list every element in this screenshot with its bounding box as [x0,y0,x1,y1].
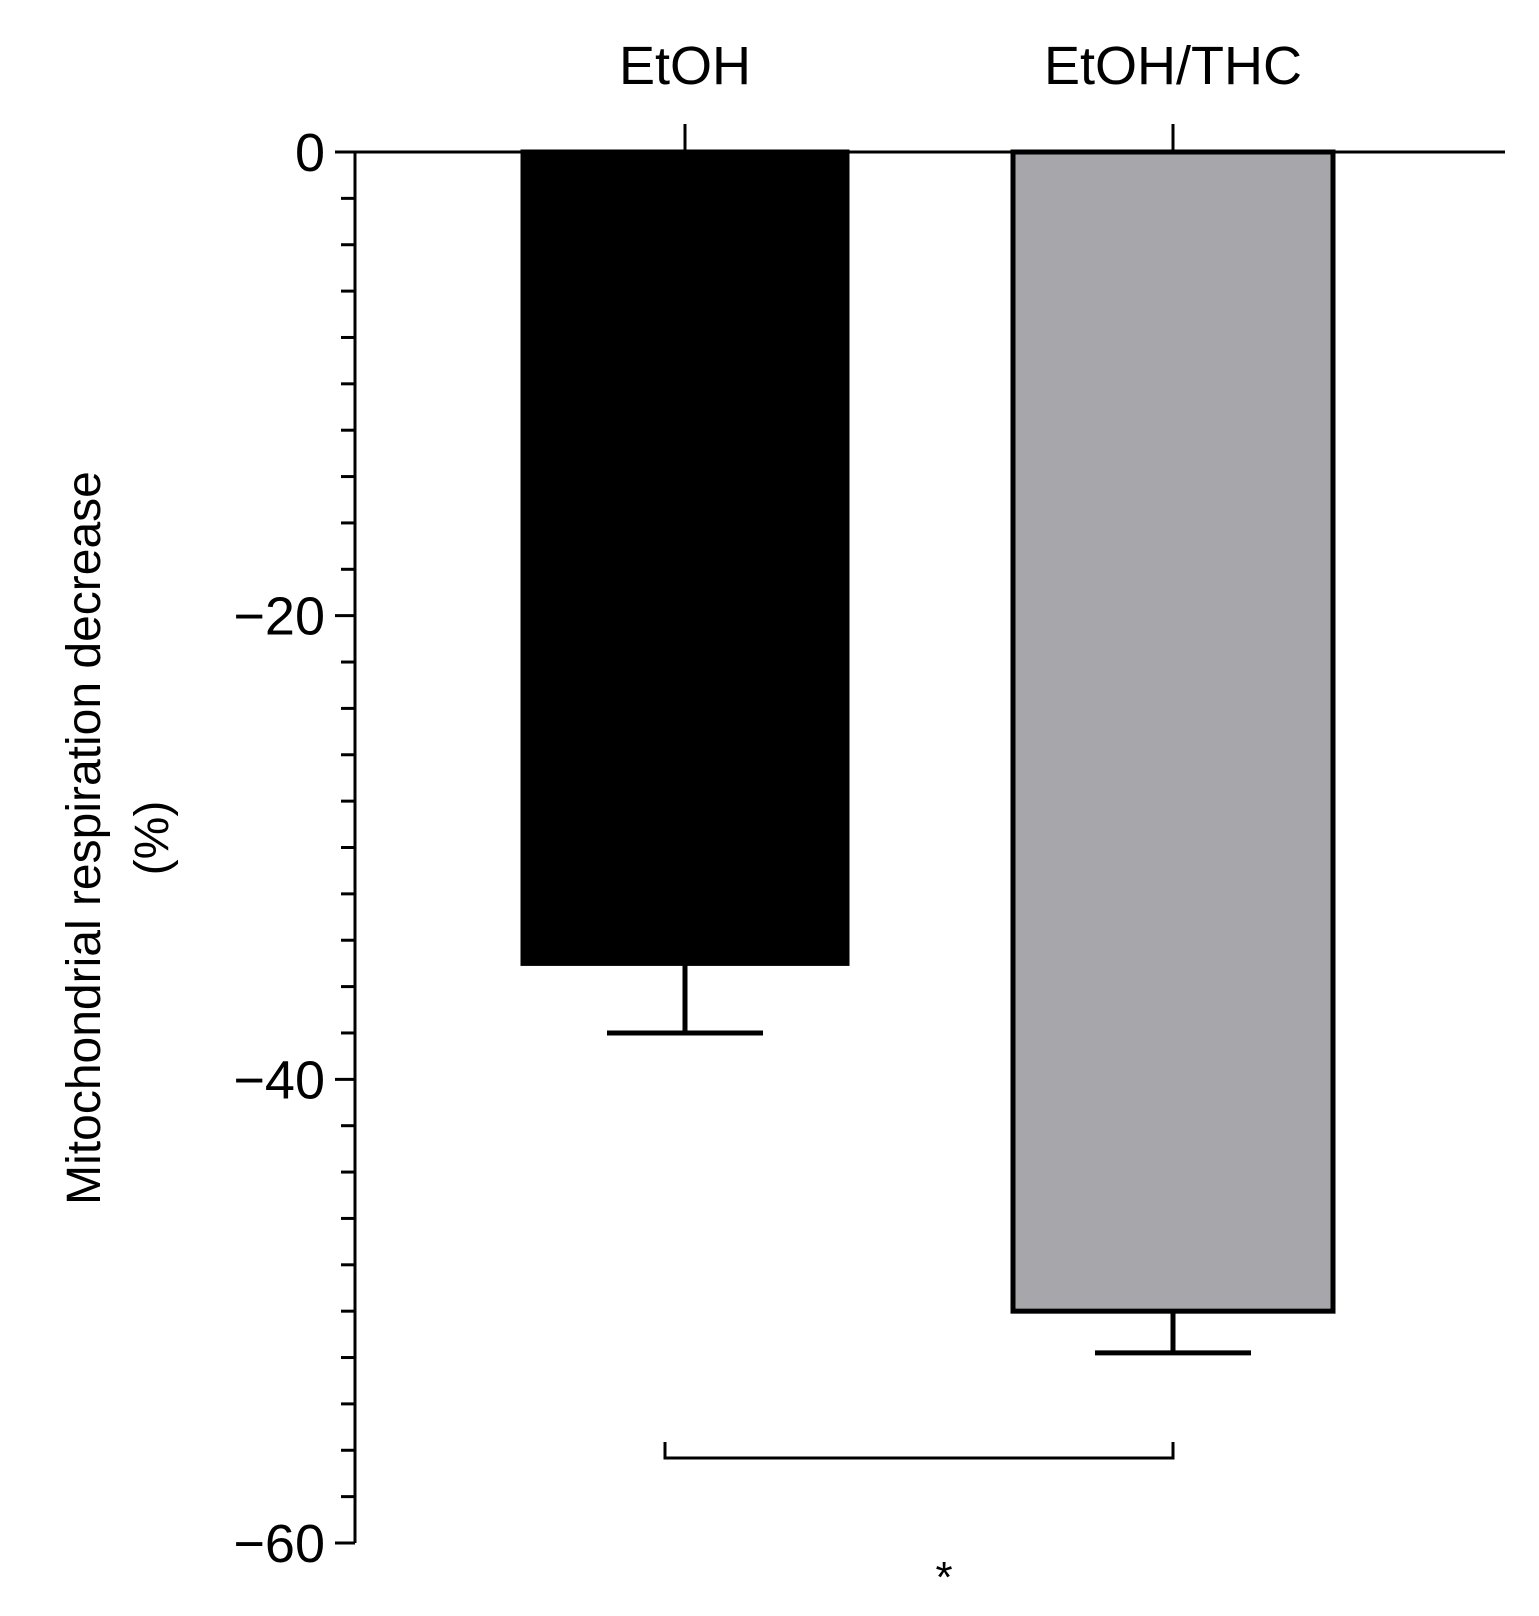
bars [520,149,1336,1314]
y-tick-label: −20 [233,587,325,647]
x-tick-label: EtOH [619,36,751,96]
y-axis-title: Mitochondrial respiration decrease [58,471,111,1205]
y-tick-label: 0 [295,123,325,183]
y-tick-label: −40 [233,1050,325,1110]
y-axis-title-unit: (%) [126,801,179,876]
bar [520,149,850,966]
significance-line [663,1442,1175,1460]
y-tick-label: −60 [233,1514,325,1574]
significance-bracket: * [663,1442,1175,1602]
y-axis: 0 −20 −40 −60 [233,123,357,1574]
x-axis: EtOH EtOH/THC [355,36,1505,154]
significance-label: * [935,1553,952,1602]
error-bars [607,963,1251,1356]
x-tick-label: EtOH/THC [1044,36,1302,96]
bar [1010,149,1336,1314]
